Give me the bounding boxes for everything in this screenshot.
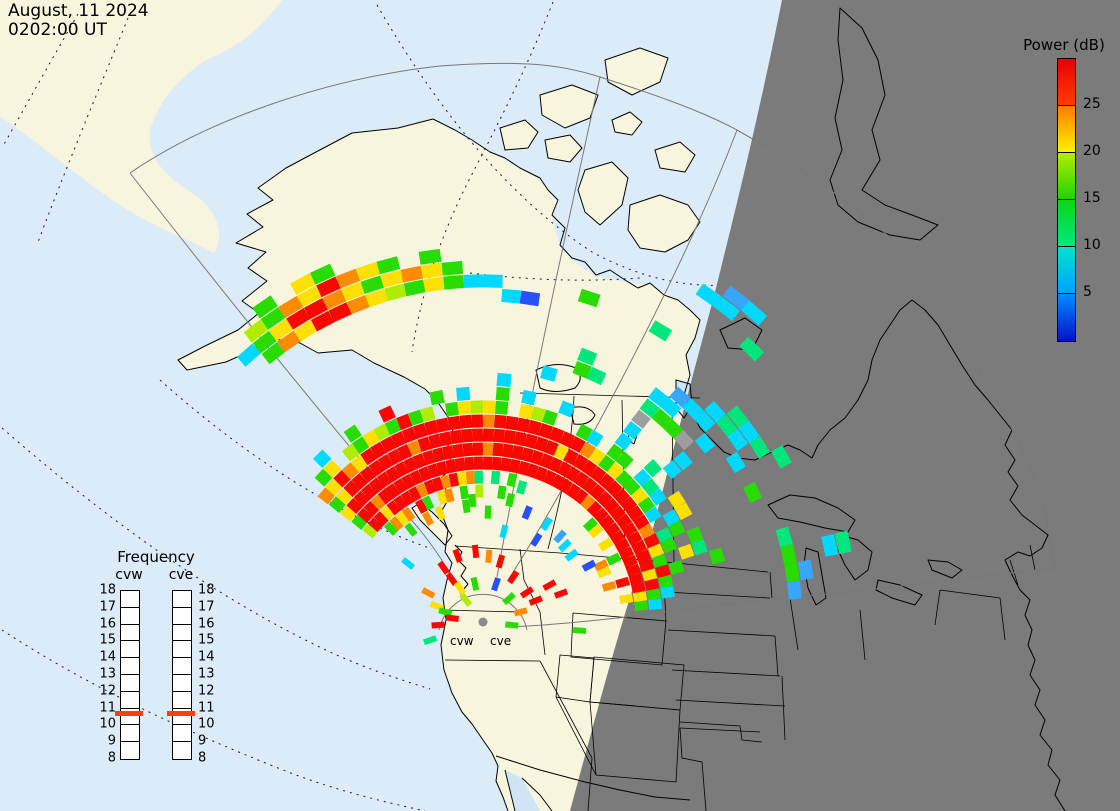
frequency-tick-label: 16 — [99, 616, 116, 632]
frequency-tick-label: 15 — [198, 632, 215, 648]
date-label: August, 11 2024 — [8, 1, 149, 21]
frequency-tick-label: 17 — [99, 599, 116, 615]
frequency-tick-label: 14 — [99, 649, 116, 665]
header: August, 11 2024 0202:00 UT — [8, 2, 149, 40]
frequency-tick-label: 15 — [99, 632, 116, 648]
frequency-marker-cve — [167, 710, 195, 716]
frequency-tick-label: 18 — [198, 582, 215, 598]
frequency-tick-label: 12 — [198, 683, 215, 699]
frequency-tick-label: 18 — [99, 582, 116, 598]
frequency-tick-label: 14 — [198, 649, 215, 665]
frequency-bar-cve — [172, 590, 192, 760]
frequency-tick-label: 8 — [198, 750, 207, 766]
frequency-tick-label: 13 — [99, 666, 116, 682]
frequency-tick-label: 10 — [99, 716, 116, 732]
colorbar-tick-15: 15 — [1083, 190, 1101, 207]
frequency-column-label-cve: cve — [168, 567, 194, 583]
colorbar-tick-10: 10 — [1083, 237, 1101, 254]
frequency-tick-label: 8 — [107, 750, 116, 766]
colorbar-tick-5: 5 — [1083, 284, 1092, 301]
frequency-marker-cvw — [115, 710, 143, 716]
frequency-bar-cvw — [120, 590, 140, 760]
radar-site-dot — [478, 617, 488, 627]
frequency-legend-title: Frequency — [117, 548, 195, 566]
frequency-tick-label: 11 — [99, 700, 116, 716]
site-label-cve: cve — [490, 634, 512, 648]
frequency-tick-label: 9 — [198, 733, 207, 749]
coastlines — [177, 7, 1066, 811]
backscatter-cells — [236, 248, 852, 646]
frequency-column-label-cvw: cvw — [115, 567, 143, 583]
frequency-tick-label: 9 — [107, 733, 116, 749]
colorbar-tick-25: 25 — [1083, 96, 1101, 113]
frequency-tick-label: 12 — [99, 683, 116, 699]
frequency-tick-label: 16 — [198, 616, 215, 632]
frequency-tick-label: 13 — [198, 666, 215, 682]
site-label-cvw: cvw — [450, 634, 474, 648]
frequency-tick-label: 17 — [198, 599, 215, 615]
night-terminator-shade — [570, 0, 1120, 811]
power-colorbar — [1057, 58, 1076, 342]
time-label: 0202:00 UT — [8, 20, 107, 40]
colorbar-tick-20: 20 — [1083, 143, 1101, 160]
frequency-tick-label: 11 — [198, 700, 215, 716]
colorbar-title: Power (dB) — [1023, 36, 1105, 54]
frequency-tick-label: 10 — [198, 716, 215, 732]
